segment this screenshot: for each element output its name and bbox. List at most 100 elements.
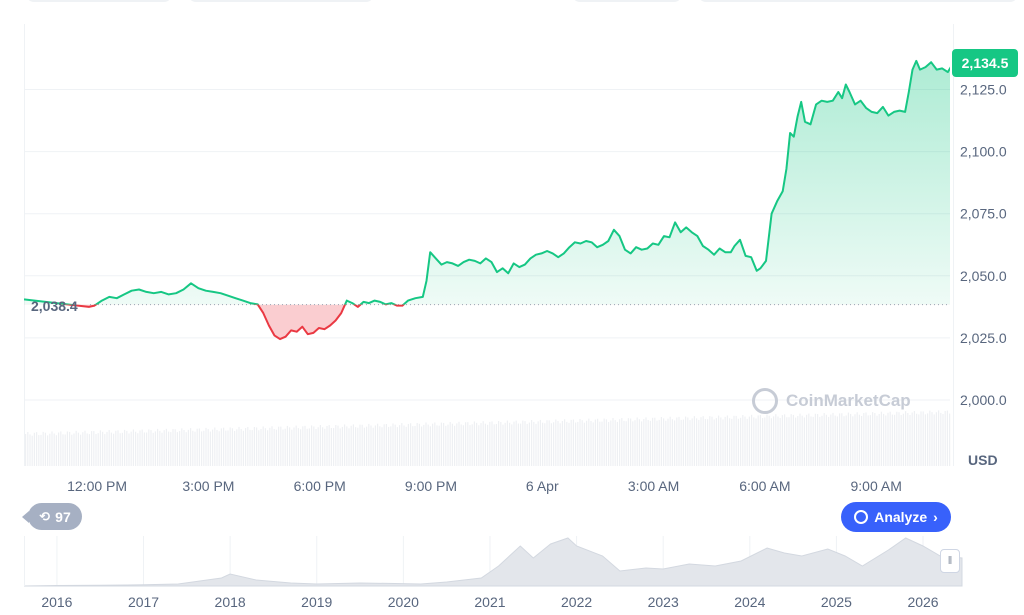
volume-bar: [346, 426, 348, 466]
volume-bar: [843, 416, 845, 466]
volume-bar: [854, 414, 856, 466]
x-tick-label: 6:00 AM: [739, 478, 790, 494]
top-tab-2[interactable]: [188, 0, 374, 2]
volume-bar: [687, 417, 689, 466]
volume-bar: [834, 415, 836, 466]
volume-bar: [91, 431, 93, 466]
volume-bar: [374, 425, 376, 466]
watermark: CoinMarketCap: [752, 388, 911, 414]
volume-bar: [225, 430, 227, 466]
volume-bar: [403, 425, 405, 466]
volume-bar: [790, 414, 792, 466]
volume-bar: [803, 417, 805, 466]
volume-bar: [652, 417, 654, 466]
volume-bar: [797, 416, 799, 466]
volume-bar: [841, 413, 843, 466]
volume-bar: [460, 424, 462, 466]
volume-bar: [515, 420, 517, 466]
volume-bar: [909, 414, 911, 466]
y-tick-label: 2,025.0: [960, 330, 1007, 346]
top-tab-3[interactable]: [572, 0, 682, 2]
volume-bar: [729, 418, 731, 466]
volume-bar: [663, 418, 665, 466]
volume-bar: [64, 434, 66, 466]
volume-bar: [744, 416, 746, 466]
volume-bar: [335, 425, 337, 466]
volume-bar: [434, 422, 436, 466]
volume-bar: [401, 423, 403, 466]
volume-bar: [806, 414, 808, 466]
volume-bar: [509, 422, 511, 466]
volume-bar: [27, 431, 29, 466]
history-button[interactable]: ⟲ 97: [22, 503, 82, 530]
volume-bar: [159, 430, 161, 466]
volume-bar: [165, 428, 167, 466]
volume-bar: [533, 421, 535, 466]
volume-bar: [319, 424, 321, 466]
top-tab-4[interactable]: [698, 0, 1018, 2]
volume-bar: [850, 413, 852, 466]
volume-bar: [872, 412, 874, 466]
analyze-icon: [854, 510, 869, 524]
x-tick-label: 9:00 PM: [405, 478, 457, 494]
volume-bar: [689, 420, 691, 466]
volume-bar: [916, 413, 918, 466]
volume-bar: [777, 416, 779, 466]
navigator-year-label: 2024: [734, 594, 765, 610]
volume-bar: [698, 419, 700, 466]
volume-bar: [621, 418, 623, 466]
volume-bar: [768, 415, 770, 466]
analyze-button[interactable]: Analyze ›: [841, 502, 951, 532]
volume-bar: [249, 429, 251, 466]
volume-bar: [38, 435, 40, 466]
volume-bar: [209, 431, 211, 466]
volume-bar: [704, 419, 706, 466]
volume-bar: [511, 424, 513, 466]
volume-bar: [700, 417, 702, 466]
last-price-tag: 2,134.5: [952, 49, 1018, 77]
volume-bar: [121, 432, 123, 466]
volume-bar: [416, 423, 418, 466]
volume-bar: [53, 433, 55, 466]
volume-bar: [467, 422, 469, 466]
volume-bar: [62, 434, 64, 466]
volume-bar: [819, 416, 821, 466]
volume-bar: [242, 430, 244, 466]
volume-bar: [645, 417, 647, 466]
volume-bar: [212, 429, 214, 466]
volume-bar: [720, 417, 722, 466]
volume-bar: [885, 415, 887, 466]
volume-bar: [223, 427, 225, 466]
volume-bar: [478, 425, 480, 466]
volume-bar: [869, 415, 871, 466]
volume-bar: [480, 423, 482, 466]
volume-bar: [654, 417, 656, 466]
volume-bar: [784, 414, 786, 466]
volume-bar: [770, 418, 772, 466]
volume-bar: [781, 415, 783, 466]
volume-bar: [762, 418, 764, 466]
volume-bar: [295, 425, 297, 466]
volume-bar: [920, 411, 922, 466]
top-tab-1[interactable]: [26, 0, 172, 2]
navigator-year-label: 2026: [907, 594, 938, 610]
volume-bar: [264, 428, 266, 466]
volume-bar: [808, 413, 810, 466]
volume-bar: [260, 429, 262, 466]
volume-bar: [836, 416, 838, 466]
volume-bar: [361, 424, 363, 466]
volume-bar: [839, 413, 841, 466]
volume-bar: [660, 417, 662, 466]
volume-bar: [498, 421, 500, 466]
volume-bar: [795, 417, 797, 466]
volume-bar: [918, 414, 920, 466]
volume-bar: [944, 411, 946, 466]
navigator-scroll-handle[interactable]: ‖: [940, 549, 960, 573]
volume-bar: [740, 417, 742, 466]
navigator-year-label: 2017: [128, 594, 159, 610]
volume-bar: [550, 423, 552, 466]
volume-bar: [190, 428, 192, 466]
volume-bar: [267, 430, 269, 466]
volume-bar: [269, 427, 271, 466]
